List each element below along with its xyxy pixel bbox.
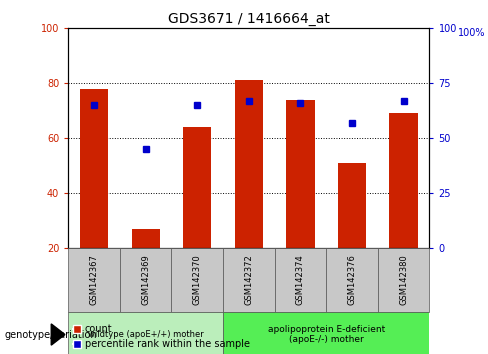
Bar	[223, 248, 275, 312]
Bar	[286, 99, 315, 248]
Text: 100%: 100%	[458, 28, 486, 38]
Bar	[80, 88, 108, 248]
Text: genotype/variation: genotype/variation	[5, 330, 98, 339]
Bar	[68, 312, 223, 354]
Bar	[68, 248, 120, 312]
Bar	[389, 113, 418, 248]
Text: GSM142372: GSM142372	[244, 254, 253, 305]
Bar	[183, 127, 211, 248]
Text: wildtype (apoE+/+) mother: wildtype (apoE+/+) mother	[88, 330, 203, 339]
Polygon shape	[51, 324, 65, 345]
Legend: count, percentile rank within the sample: count, percentile rank within the sample	[73, 324, 250, 349]
Title: GDS3671 / 1416664_at: GDS3671 / 1416664_at	[168, 12, 330, 26]
Text: GSM142380: GSM142380	[399, 254, 408, 305]
Bar	[132, 229, 160, 248]
Bar	[171, 248, 223, 312]
Text: GSM142370: GSM142370	[193, 254, 202, 305]
Bar	[235, 80, 263, 248]
Bar	[120, 248, 171, 312]
Bar	[326, 248, 378, 312]
Bar	[338, 163, 366, 248]
Bar	[275, 248, 326, 312]
Text: GSM142376: GSM142376	[347, 254, 357, 305]
Text: GSM142374: GSM142374	[296, 254, 305, 305]
Text: GSM142367: GSM142367	[90, 254, 99, 305]
Text: GSM142369: GSM142369	[141, 254, 150, 305]
Bar	[223, 312, 429, 354]
Bar	[378, 248, 429, 312]
Text: apolipoprotein E-deficient
(apoE-/-) mother: apolipoprotein E-deficient (apoE-/-) mot…	[267, 325, 385, 344]
